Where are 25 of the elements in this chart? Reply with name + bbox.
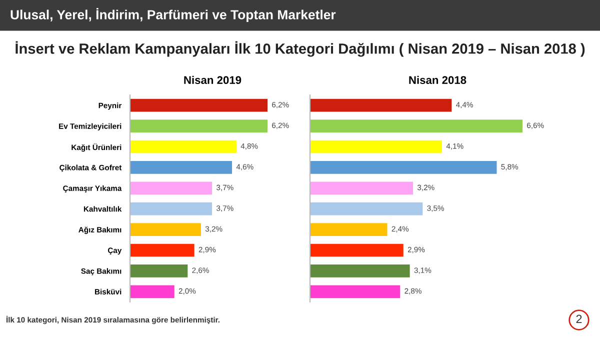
bar	[310, 98, 452, 112]
bar	[310, 264, 410, 278]
bar	[130, 223, 201, 236]
bar	[310, 202, 423, 216]
bar	[310, 182, 414, 195]
text: İnsert ve Reklam Kampanyaları İlk 10 Kategori Dağılımı ( Nisan 2019 – Nisan 2018 )	[16, 41, 585, 57]
bar	[130, 98, 268, 112]
bar	[130, 120, 268, 132]
bar	[310, 120, 522, 132]
bar	[310, 244, 404, 257]
bar	[130, 161, 232, 174]
bar	[130, 202, 212, 216]
bar	[310, 161, 497, 174]
chart-title: Nisan 2018	[409, 76, 466, 84]
bar	[310, 285, 400, 298]
bar	[130, 244, 194, 257]
bar	[130, 140, 236, 154]
text: 2	[576, 314, 582, 324]
text: Ulusal, Yerel, İndirim, Parfümeri ve Toptan Marketler	[10, 8, 336, 22]
bar	[130, 285, 174, 298]
chart-title: Nisan 2019	[184, 76, 242, 84]
bar	[130, 182, 212, 195]
bar	[310, 140, 442, 154]
bar	[310, 223, 388, 236]
bar	[130, 264, 188, 278]
